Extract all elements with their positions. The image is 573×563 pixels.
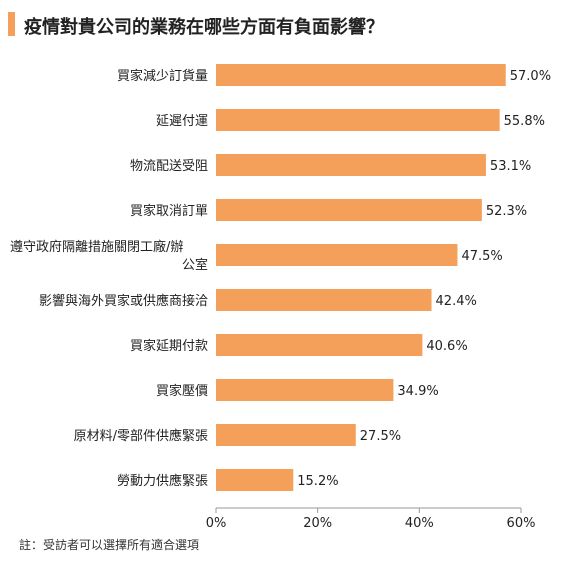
bar bbox=[216, 289, 432, 311]
bar-value-label: 47.5% bbox=[461, 249, 502, 264]
bars-layer bbox=[216, 64, 506, 491]
bar bbox=[216, 424, 356, 446]
category-label: 物流配送受阻 bbox=[130, 159, 208, 174]
category-labels-layer: 買家減少訂貨量延遲付運物流配送受阻買家取消訂單遵守政府隔離措施關閉工廠/辦公室影… bbox=[10, 68, 208, 489]
bar bbox=[216, 469, 294, 491]
bar bbox=[216, 64, 506, 86]
bar-value-label: 42.4% bbox=[436, 294, 477, 309]
category-label: 延遲付運 bbox=[156, 114, 208, 129]
bar-value-label: 27.5% bbox=[360, 429, 401, 444]
bar-value-label: 40.6% bbox=[426, 339, 467, 354]
category-label: 買家取消訂單 bbox=[130, 203, 208, 219]
bar-value-label: 15.2% bbox=[297, 474, 338, 489]
category-label-line-1: 遵守政府隔離措施關閉工廠/辦 bbox=[10, 239, 183, 255]
x-axis-tick-label: 60% bbox=[507, 516, 536, 531]
bar bbox=[216, 334, 423, 356]
category-label: 買家延期付款 bbox=[130, 338, 208, 354]
bar bbox=[216, 379, 394, 401]
value-labels-layer: 57.0% 55.8% 53.1% 52.3% 47.5% 42.4% 40.6% 34.9%… bbox=[297, 69, 551, 489]
bar bbox=[216, 244, 458, 266]
x-axis: 0% 20% 40% 60% bbox=[206, 507, 536, 531]
x-axis-tick-label: 20% bbox=[303, 516, 332, 531]
x-axis-tick-label: 40% bbox=[405, 516, 434, 531]
category-label: 影響與海外買家或供應商接洽 bbox=[39, 293, 208, 309]
category-label-line-2: 公室 bbox=[182, 257, 208, 273]
x-axis-tick-label: 0% bbox=[206, 516, 227, 531]
title-accent-bar bbox=[8, 12, 15, 36]
bar-value-label: 34.9% bbox=[397, 384, 438, 399]
bar-value-label: 52.3% bbox=[486, 204, 527, 219]
bar-value-label: 53.1% bbox=[490, 159, 531, 174]
bar bbox=[216, 109, 500, 131]
chart-title: 疫情對貴公司的業務在哪些方面有負面影響？ bbox=[24, 16, 384, 38]
category-label: 買家減少訂貨量 bbox=[117, 68, 208, 84]
bar-value-label: 57.0% bbox=[510, 69, 551, 84]
category-label: 勞動力供應緊張 bbox=[117, 473, 208, 489]
category-label: 買家壓價 bbox=[156, 383, 208, 399]
category-label: 原材料/零部件供應緊張 bbox=[74, 428, 208, 444]
bar bbox=[216, 199, 482, 221]
bar bbox=[216, 154, 486, 176]
bar-value-label: 55.8% bbox=[504, 114, 545, 129]
chart-note: 註：受訪者可以選擇所有適合選項 bbox=[19, 537, 199, 552]
